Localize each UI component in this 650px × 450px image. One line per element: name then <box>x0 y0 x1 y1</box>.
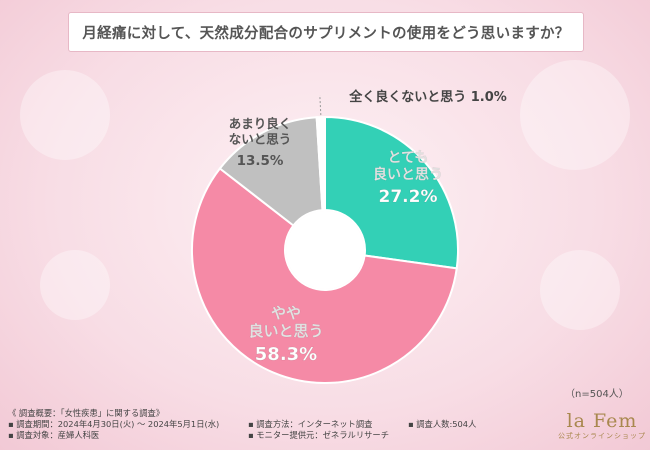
brand-name: la Fem <box>566 410 638 432</box>
chart-title: 月経痛に対して、天然成分配合のサプリメントの使用をどう思いますか？ <box>68 12 584 52</box>
slice-label: ないと思う <box>229 132 292 147</box>
slice-label: 全く良くないと思う 1.0% <box>348 89 507 105</box>
pie-slice <box>218 116 324 227</box>
background-petal <box>520 60 630 170</box>
background-petal <box>540 250 620 330</box>
pie-slice <box>324 115 459 270</box>
survey-method: ▪ 調査方法：インターネット調査 <box>248 419 373 429</box>
slice-label: 良いと思う <box>373 166 443 183</box>
survey-period: ▪ 調査期間：2024年4月30日(火) ～ 2024年5月1日(水) <box>8 419 220 429</box>
survey-summary: 《 調査概要：「女性疾患」に関する調査》 ▪ 調査期間：2024年4月30日(火… <box>8 408 476 441</box>
slice-label: あまり良く <box>229 116 292 131</box>
survey-heading: 《 調査概要：「女性疾患」に関する調査》 <box>8 408 165 418</box>
brand-logo: la Fem 公式オンラインショップ <box>558 410 646 441</box>
leader-line <box>319 95 322 116</box>
slice-label: 良いと思う <box>248 322 323 340</box>
slice-value-label: 13.5% <box>237 153 284 169</box>
slice-value-label: 27.2% <box>379 187 438 207</box>
pie-slice <box>191 167 458 384</box>
brand-subtitle: 公式オンラインショップ <box>558 432 646 440</box>
survey-provider: ▪ モニター提供元：ゼネラルリサーチ <box>248 430 390 440</box>
slice-value-label: 58.3% <box>255 344 317 365</box>
survey-count: ▪ 調査人数:504人 <box>408 419 477 429</box>
donut-hole <box>286 211 364 289</box>
sample-size-note: （n=504人） <box>565 389 629 400</box>
pie-slice <box>315 115 326 212</box>
background-petal <box>40 250 110 320</box>
survey-target: ▪ 調査対象：産婦人科医 <box>8 430 100 440</box>
background-petal <box>20 70 110 160</box>
slice-label: とても <box>388 150 429 166</box>
slice-label: やや <box>271 304 301 322</box>
